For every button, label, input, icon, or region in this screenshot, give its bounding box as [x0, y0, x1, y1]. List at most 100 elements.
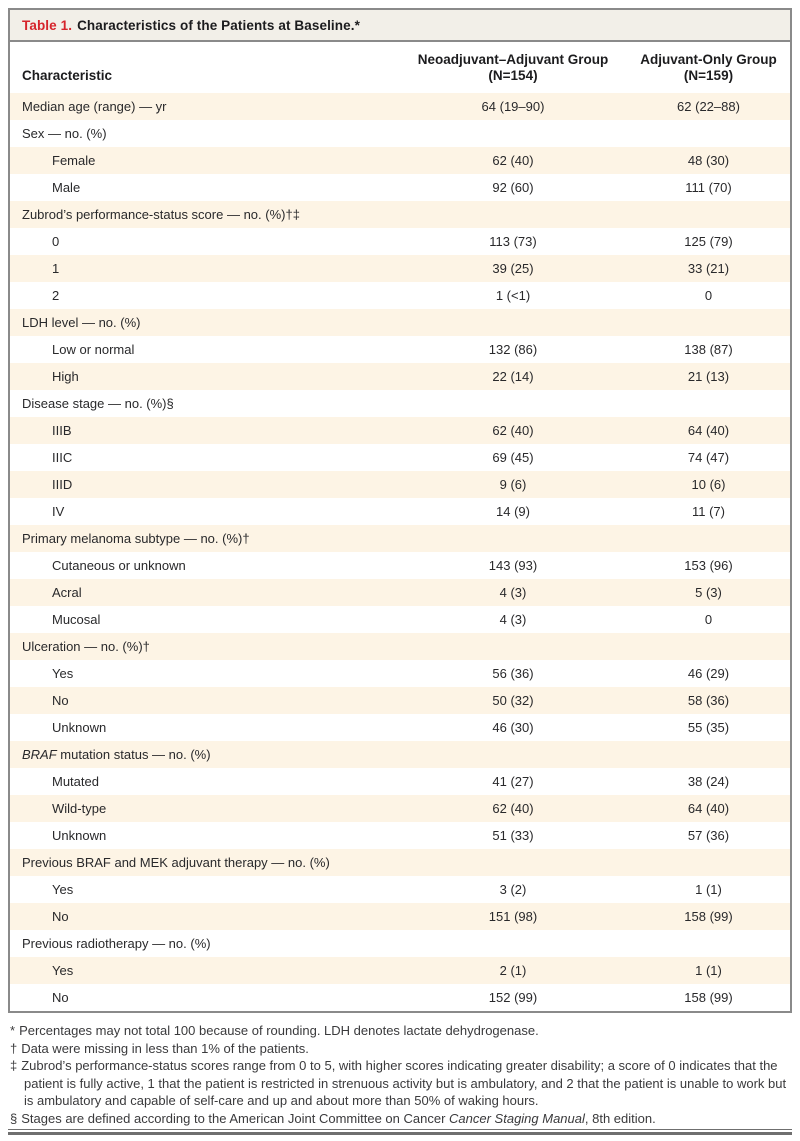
- table-row: 0 113 (73) 125 (79): [10, 228, 790, 255]
- value-neoadjuvant-adjuvant: 41 (27): [399, 768, 627, 795]
- row-label: IIIC: [10, 444, 399, 471]
- value-neoadjuvant-adjuvant: 62 (40): [399, 795, 627, 822]
- value-neoadjuvant-adjuvant: 151 (98): [399, 903, 627, 930]
- row-label: Primary melanoma subtype — no. (%)†: [10, 525, 399, 552]
- table-row: No 50 (32) 58 (36): [10, 687, 790, 714]
- value-adjuvant-only: [627, 633, 790, 660]
- value-adjuvant-only: 62 (22–88): [627, 93, 790, 120]
- table-row: Wild-type 62 (40) 64 (40): [10, 795, 790, 822]
- row-label: No: [10, 984, 399, 1011]
- table-title-bar: Table 1. Characteristics of the Patients …: [10, 10, 790, 42]
- footnote: ‡ Zubrod’s performance-status scores rang…: [10, 1058, 787, 1108]
- value-adjuvant-only: 0: [627, 282, 790, 309]
- value-neoadjuvant-adjuvant: 152 (99): [399, 984, 627, 1011]
- table-row: IIIB 62 (40) 64 (40): [10, 417, 790, 444]
- value-neoadjuvant-adjuvant: 2 (1): [399, 957, 627, 984]
- row-label: Ulceration — no. (%)†: [10, 633, 399, 660]
- value-adjuvant-only: 1 (1): [627, 957, 790, 984]
- bottom-double-rule: [8, 1129, 792, 1135]
- row-label: Unknown: [10, 714, 399, 741]
- value-neoadjuvant-adjuvant: 56 (36): [399, 660, 627, 687]
- table-row: No 152 (99) 158 (99): [10, 984, 790, 1011]
- value-adjuvant-only: 55 (35): [627, 714, 790, 741]
- table-row: No 151 (98) 158 (99): [10, 903, 790, 930]
- table-row: Sex — no. (%): [10, 120, 790, 147]
- row-label: Zubrod’s performance-status score — no. …: [10, 201, 399, 228]
- value-adjuvant-only: 46 (29): [627, 660, 790, 687]
- footnote: § Stages are defined according to the Ame…: [10, 1110, 656, 1126]
- value-adjuvant-only: [627, 525, 790, 552]
- row-label: Female: [10, 147, 399, 174]
- row-label: Mucosal: [10, 606, 399, 633]
- footnote-marker: *: [10, 1023, 16, 1038]
- value-adjuvant-only: [627, 930, 790, 957]
- value-neoadjuvant-adjuvant: [399, 309, 627, 336]
- row-label: Male: [10, 174, 399, 201]
- value-adjuvant-only: 158 (99): [627, 903, 790, 930]
- table-row: Disease stage — no. (%)§: [10, 390, 790, 417]
- table-header: Characteristic Neoadjuvant–Adjuvant Grou…: [10, 42, 790, 93]
- value-neoadjuvant-adjuvant: 64 (19–90): [399, 93, 627, 120]
- table-body: Median age (range) — yr 64 (19–90) 62 (22–…: [10, 93, 790, 1011]
- table-row: Yes 2 (1) 1 (1): [10, 957, 790, 984]
- value-adjuvant-only: [627, 741, 790, 768]
- value-neoadjuvant-adjuvant: [399, 120, 627, 147]
- table-row: IV 14 (9) 11 (7): [10, 498, 790, 525]
- value-neoadjuvant-adjuvant: 1 (<1): [399, 282, 627, 309]
- row-label: IIID: [10, 471, 399, 498]
- footnote-marker: ‡: [10, 1058, 18, 1073]
- value-adjuvant-only: 111 (70): [627, 174, 790, 201]
- value-adjuvant-only: 21 (13): [627, 363, 790, 390]
- value-adjuvant-only: 58 (36): [627, 687, 790, 714]
- value-neoadjuvant-adjuvant: [399, 930, 627, 957]
- column-header-neoadjuvant-adjuvant-group: Neoadjuvant–Adjuvant Group (N=154): [399, 42, 627, 93]
- value-adjuvant-only: 38 (24): [627, 768, 790, 795]
- table-row: Unknown 46 (30) 55 (35): [10, 714, 790, 741]
- value-neoadjuvant-adjuvant: [399, 390, 627, 417]
- value-neoadjuvant-adjuvant: [399, 741, 627, 768]
- table-label: Table 1.: [22, 18, 73, 33]
- row-label: Yes: [10, 876, 399, 903]
- row-label: Mutated: [10, 768, 399, 795]
- table-row: Previous radiotherapy — no. (%): [10, 930, 790, 957]
- value-adjuvant-only: 158 (99): [627, 984, 790, 1011]
- footnote-marker: †: [10, 1040, 18, 1056]
- value-neoadjuvant-adjuvant: [399, 849, 627, 876]
- table-row: Previous BRAF and MEK adjuvant therapy —…: [10, 849, 790, 876]
- row-label: LDH level — no. (%): [10, 309, 399, 336]
- value-neoadjuvant-adjuvant: 4 (3): [399, 606, 627, 633]
- value-neoadjuvant-adjuvant: [399, 633, 627, 660]
- table-row: High 22 (14) 21 (13): [10, 363, 790, 390]
- table-row: Low or normal 132 (86) 138 (87): [10, 336, 790, 363]
- value-neoadjuvant-adjuvant: 4 (3): [399, 579, 627, 606]
- row-label: 2: [10, 282, 399, 309]
- baseline-characteristics-table: Characteristic Neoadjuvant–Adjuvant Grou…: [10, 42, 790, 1011]
- value-adjuvant-only: 64 (40): [627, 417, 790, 444]
- value-adjuvant-only: 33 (21): [627, 255, 790, 282]
- row-label: Disease stage — no. (%)§: [10, 390, 399, 417]
- value-adjuvant-only: 1 (1): [627, 876, 790, 903]
- row-label: 1: [10, 255, 399, 282]
- value-adjuvant-only: [627, 120, 790, 147]
- table-row: Mucosal 4 (3) 0: [10, 606, 790, 633]
- footnote: † Data were missing in less than 1% of th…: [10, 1040, 309, 1056]
- row-label: Median age (range) — yr: [10, 93, 399, 120]
- value-adjuvant-only: 138 (87): [627, 336, 790, 363]
- value-neoadjuvant-adjuvant: 113 (73): [399, 228, 627, 255]
- value-neoadjuvant-adjuvant: 51 (33): [399, 822, 627, 849]
- value-adjuvant-only: 125 (79): [627, 228, 790, 255]
- value-neoadjuvant-adjuvant: 46 (30): [399, 714, 627, 741]
- footnote-marker: §: [10, 1110, 18, 1126]
- value-neoadjuvant-adjuvant: 132 (86): [399, 336, 627, 363]
- value-neoadjuvant-adjuvant: 143 (93): [399, 552, 627, 579]
- footnotes: * Percentages may not total 100 because o…: [10, 1022, 792, 1127]
- value-neoadjuvant-adjuvant: 22 (14): [399, 363, 627, 390]
- table-row: Unknown 51 (33) 57 (36): [10, 822, 790, 849]
- value-neoadjuvant-adjuvant: [399, 525, 627, 552]
- row-label: Wild-type: [10, 795, 399, 822]
- value-neoadjuvant-adjuvant: 39 (25): [399, 255, 627, 282]
- table-row: Yes 3 (2) 1 (1): [10, 876, 790, 903]
- table-row: Acral 4 (3) 5 (3): [10, 579, 790, 606]
- value-neoadjuvant-adjuvant: 50 (32): [399, 687, 627, 714]
- value-adjuvant-only: [627, 201, 790, 228]
